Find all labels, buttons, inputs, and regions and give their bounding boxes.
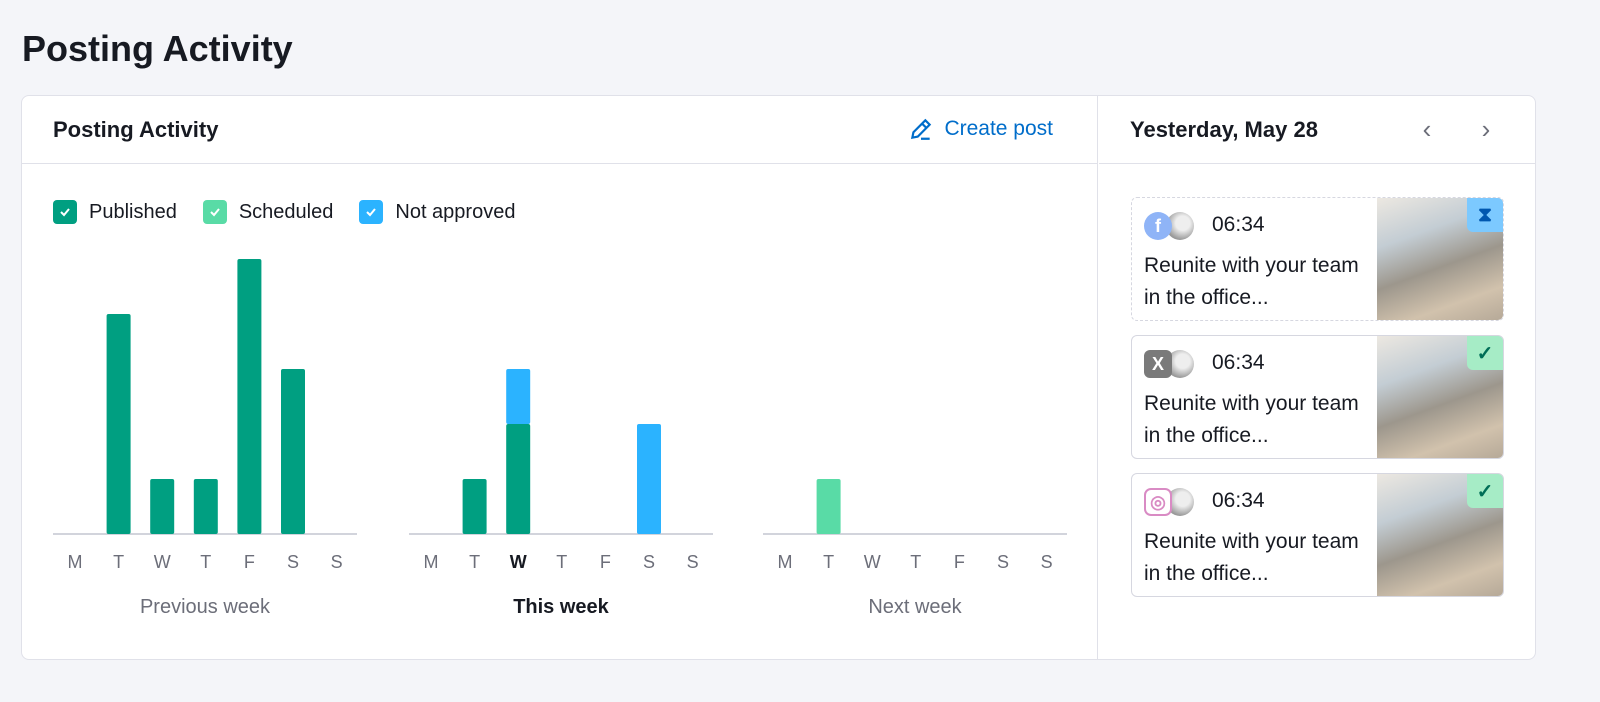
bar-not-approved[interactable]	[637, 424, 661, 534]
post-text: Reunite with your team in the office...	[1144, 392, 1359, 447]
post-card[interactable]: f 06:34 Reunite with your team in the of…	[1131, 197, 1504, 321]
day-label: W	[154, 552, 171, 572]
day-label: S	[997, 552, 1009, 572]
day-label: S	[687, 552, 699, 572]
day-label: S	[287, 552, 299, 572]
week-label: Next week	[868, 596, 962, 618]
day-label: T	[910, 552, 921, 572]
day-label: W	[510, 552, 527, 572]
day-panel: Yesterday, May 28 ‹ › f 06:34 Reunite wi…	[1099, 96, 1536, 659]
chart-panel: Posting Activity Create post Published S…	[22, 96, 1098, 659]
legend-label: Scheduled	[238, 200, 334, 223]
chart-legend: Published Scheduled Not approved	[53, 200, 515, 224]
day-label: F	[244, 552, 255, 572]
check-icon: ✓	[1467, 474, 1503, 508]
post-time: 06:34	[1212, 489, 1265, 512]
day-label: T	[113, 552, 124, 572]
x-icon: X	[1144, 350, 1172, 378]
day-label: W	[864, 552, 881, 572]
create-post-button[interactable]: Create post	[908, 116, 1053, 142]
selected-date: Yesterday, May 28	[1130, 117, 1318, 142]
posting-activity-card: Posting Activity Create post Published S…	[21, 95, 1536, 660]
week-label: This week	[513, 596, 609, 618]
post-card[interactable]: X 06:34 Reunite with your team in the of…	[1131, 335, 1504, 459]
panel-header: Posting Activity Create post	[22, 96, 1097, 164]
day-label: S	[1041, 552, 1053, 572]
facebook-icon: f	[1144, 212, 1172, 240]
bar-published[interactable]	[193, 479, 218, 534]
day-label: T	[823, 552, 834, 572]
bar-published[interactable]	[237, 259, 262, 534]
day-label: M	[424, 552, 439, 572]
panel-title: Posting Activity	[53, 117, 219, 142]
legend-label: Published	[89, 200, 177, 223]
bar-published[interactable]	[150, 479, 175, 534]
day-label: T	[469, 552, 480, 572]
post-accounts: f	[1144, 212, 1194, 240]
day-label: S	[331, 552, 343, 572]
check-icon: ✓	[1467, 336, 1503, 370]
bar-published[interactable]	[106, 314, 131, 534]
post-accounts: ◎	[1144, 488, 1194, 516]
bar-published[interactable]	[281, 369, 305, 534]
instagram-icon: ◎	[1144, 488, 1172, 516]
bar-scheduled[interactable]	[816, 479, 841, 534]
posting-chart: M T W T F S S Previous week M T W T F S S This week M T W T…	[53, 259, 1067, 618]
post-text: Reunite with your team in the office...	[1144, 530, 1359, 585]
page-title: Posting Activity	[22, 28, 293, 69]
post-text: Reunite with your team in the office...	[1144, 254, 1359, 309]
day-label: F	[954, 552, 965, 572]
bar-not-approved[interactable]	[506, 369, 531, 424]
legend-label: Not approved	[395, 200, 516, 223]
day-label: T	[200, 552, 211, 572]
day-label: M	[68, 552, 83, 572]
bar-published[interactable]	[462, 479, 487, 534]
hourglass-icon: ⧗	[1467, 198, 1503, 232]
day-label: F	[600, 552, 611, 572]
chevron-right-icon[interactable]: ›	[1481, 113, 1491, 144]
checkbox-checked-icon[interactable]	[359, 200, 384, 224]
create-post-label: Create post	[944, 117, 1053, 140]
pencil-icon	[911, 118, 932, 140]
day-label: S	[643, 552, 655, 572]
day-label: M	[778, 552, 793, 572]
week-label: Previous week	[140, 596, 271, 618]
day-label: T	[556, 552, 567, 572]
legend-published[interactable]: Published	[53, 200, 177, 224]
day-panel-header: Yesterday, May 28 ‹ ›	[1099, 96, 1536, 164]
legend-scheduled[interactable]: Scheduled	[202, 200, 334, 224]
checkbox-checked-icon[interactable]	[202, 200, 227, 224]
post-time: 06:34	[1212, 351, 1265, 374]
chevron-left-icon[interactable]: ‹	[1422, 113, 1432, 144]
bar-published[interactable]	[506, 424, 531, 534]
legend-not-approved[interactable]: Not approved	[359, 200, 515, 224]
checkbox-checked-icon[interactable]	[53, 200, 77, 224]
post-time: 06:34	[1212, 213, 1265, 236]
post-accounts: X	[1144, 350, 1194, 378]
post-card[interactable]: ◎ 06:34 Reunite with your team in the of…	[1131, 473, 1504, 597]
